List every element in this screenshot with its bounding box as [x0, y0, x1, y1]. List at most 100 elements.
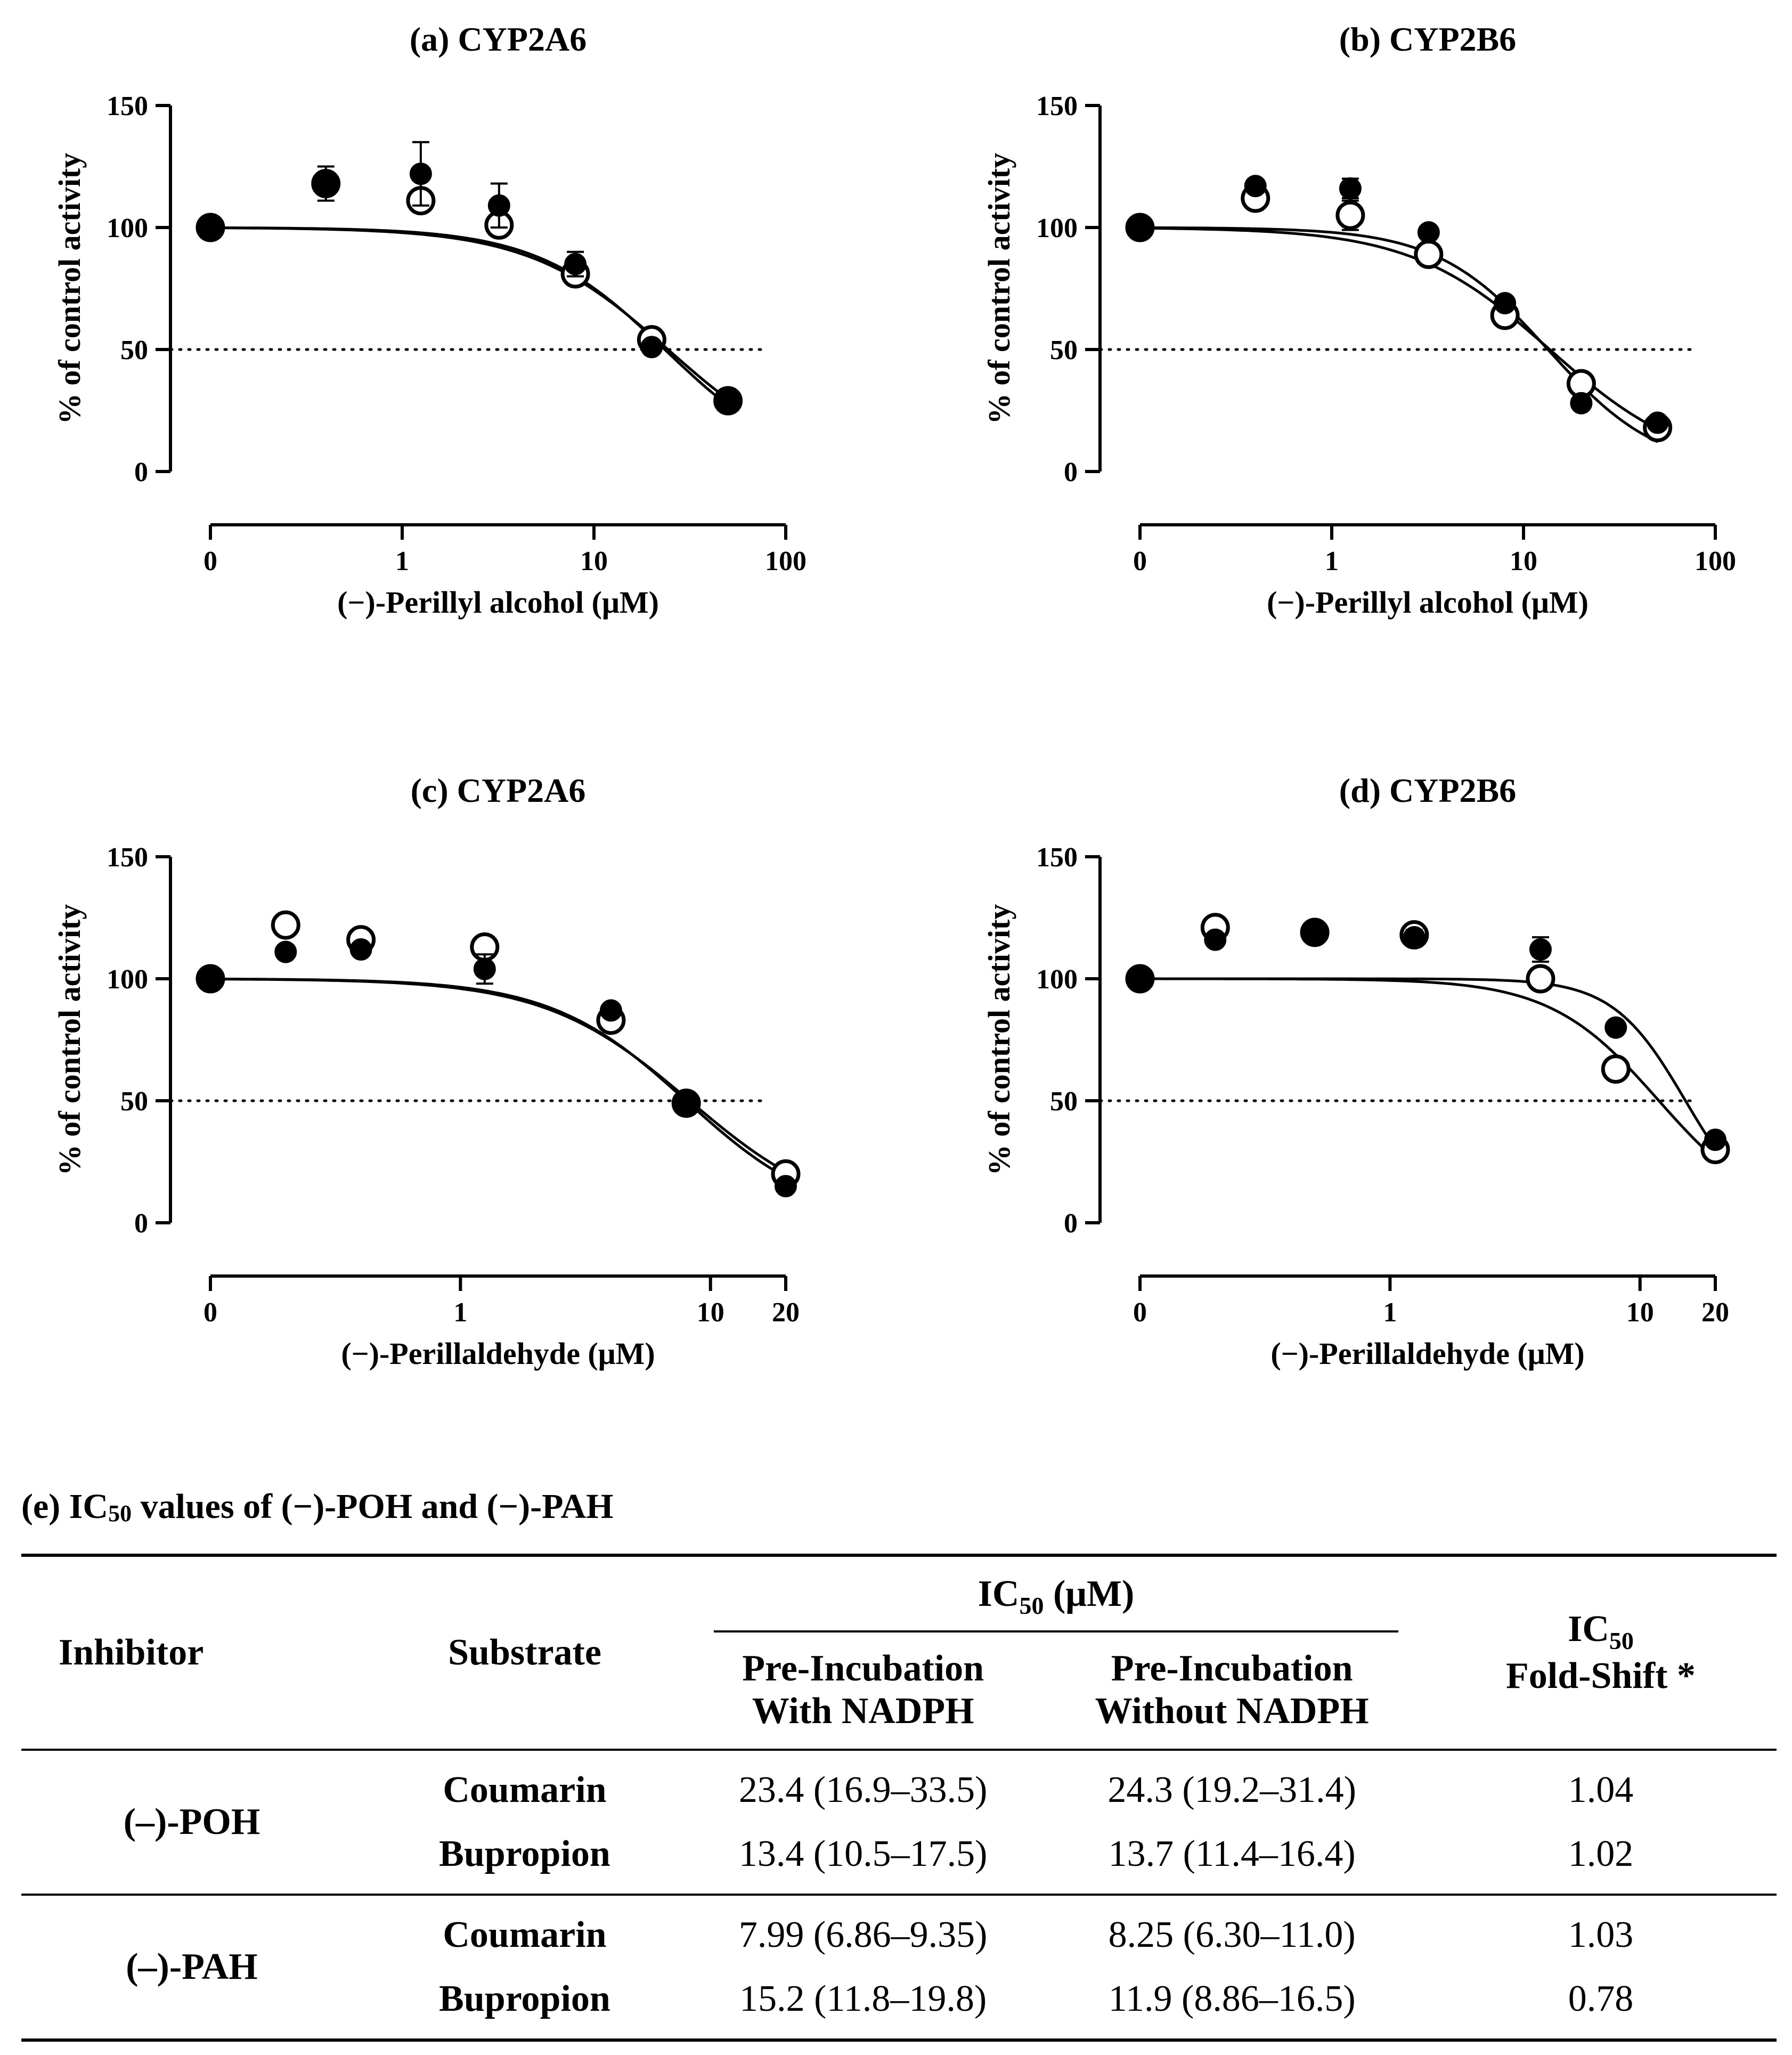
data-point-with-nadph: [1339, 177, 1362, 200]
x-tick-label: 1: [395, 546, 409, 576]
substrate-cell: Coumarin: [443, 1769, 607, 1810]
fold-shift-cell: 1.02: [1568, 1833, 1634, 1874]
x-tick-label: 0: [1133, 1297, 1147, 1328]
y-tick-label: 50: [1050, 1086, 1078, 1117]
table-row: Bupropion 15.2 (11.8–19.8) 11.9 (8.86–16…: [21, 1967, 1777, 2040]
x-tick-label: 20: [772, 1297, 800, 1328]
data-point-with-nadph: [1417, 221, 1440, 244]
x-tick-label: 1: [453, 1297, 467, 1328]
fit-curve-without-nadph: [210, 226, 729, 401]
y-tick-label: 0: [134, 1208, 148, 1239]
x-tick-label: 1: [1325, 546, 1339, 576]
ic50-without-cell: 11.9 (8.86–16.5): [1108, 1978, 1356, 2019]
ic50-without-cell: 24.3 (19.2–31.4): [1107, 1769, 1356, 1810]
data-point-without-nadph: [271, 910, 300, 940]
ic50-with-cell: 13.4 (10.5–17.5): [738, 1833, 988, 1874]
header-substrate: Substrate: [448, 1632, 601, 1673]
data-point-with-nadph: [1529, 938, 1552, 961]
y-tick-label: 50: [120, 1086, 148, 1117]
table-row: (–)-PAH Coumarin 7.99 (6.86–9.35) 8.25 (…: [21, 1895, 1777, 1987]
y-tick-label: 150: [107, 91, 148, 121]
x-tick-label: 0: [1133, 546, 1147, 576]
data-point-with-nadph: [1129, 216, 1151, 239]
x-tick-label: 10: [1510, 546, 1537, 576]
ic50-with-cell: 7.99 (6.86–9.35): [738, 1914, 988, 1955]
y-tick-label: 100: [107, 964, 148, 995]
y-tick-label: 50: [1050, 335, 1078, 365]
header-with-nadph: Pre-Incubation With NADPH: [742, 1648, 984, 1732]
data-point-with-nadph: [599, 999, 622, 1022]
data-point-with-nadph: [349, 938, 372, 961]
data-point-with-nadph: [675, 1092, 698, 1115]
data-point-with-nadph: [1244, 175, 1267, 198]
data-point-with-nadph: [274, 940, 297, 963]
data-point-with-nadph: [1646, 411, 1669, 434]
data-point-without-nadph: [1414, 239, 1444, 269]
data-point-with-nadph: [640, 336, 663, 359]
table-row: Bupropion 13.4 (10.5–17.5) 13.7 (11.4–16…: [21, 1822, 1777, 1895]
ic50-without-cell: 8.25 (6.30–11.0): [1108, 1914, 1356, 1955]
y-tick-label: 50: [120, 335, 148, 365]
header-inhibitor: Inhibitor: [59, 1632, 204, 1673]
y-tick-label: 150: [107, 842, 148, 873]
chart-title: (d) CYP2B6: [1339, 771, 1516, 809]
ic50-table-section: (e) IC50 values of (−)-POH and (−)-PAH I…: [21, 1487, 1779, 2042]
x-tick-label: 100: [765, 546, 807, 576]
fit-curve-without-nadph: [1139, 226, 1658, 431]
fit-curve-without-nadph: [210, 978, 787, 1173]
data-point-with-nadph: [1304, 921, 1326, 944]
inhibitor-cell: (–)-PAH: [126, 1946, 258, 1987]
x-tick-label: 20: [1701, 1297, 1729, 1328]
ic50-without-cell: 13.7 (11.4–16.4): [1108, 1833, 1356, 1874]
data-point-with-nadph: [473, 957, 496, 980]
x-axis-label: (−)-Perillaldehyde (μM): [1270, 1336, 1584, 1371]
substrate-cell: Bupropion: [439, 1978, 610, 2019]
table-title: (e) IC50 values of (−)-POH and (−)-PAH: [21, 1487, 614, 1526]
data-point-with-nadph: [775, 1175, 797, 1198]
y-tick-label: 150: [1036, 91, 1078, 121]
chart-title: (a) CYP2A6: [410, 20, 587, 58]
y-axis-label: % of control activity: [982, 153, 1016, 425]
data-point-with-nadph: [409, 163, 432, 185]
y-axis-label: % of control activity: [982, 904, 1016, 1176]
table-row: (–)-POH Coumarin 23.4 (16.9–33.5) 24.3 (…: [21, 1750, 1777, 1842]
fold-shift-cell: 1.03: [1568, 1914, 1634, 1955]
data-point-with-nadph: [1204, 928, 1227, 951]
y-tick-label: 0: [134, 457, 148, 488]
x-axis-label: (−)-Perillaldehyde (μM): [341, 1336, 655, 1371]
data-point-with-nadph: [487, 194, 510, 217]
y-tick-label: 100: [107, 213, 148, 243]
fit-curve-with-nadph: [210, 977, 787, 1179]
data-point-with-nadph: [1494, 291, 1517, 314]
x-tick-label: 10: [697, 1297, 724, 1328]
x-axis-label: (−)-Perillyl alcohol (μM): [337, 585, 659, 620]
ic50-table: Inhibitor Substrate IC50 (μM) IC50 Fold-…: [21, 1554, 1777, 2042]
data-point-with-nadph: [1604, 1016, 1627, 1039]
data-point-without-nadph: [1335, 200, 1365, 230]
y-tick-label: 100: [1036, 213, 1078, 243]
fold-shift-cell: 1.04: [1568, 1769, 1634, 1810]
header-ic50-group: IC50 (μM): [687, 1555, 1425, 1640]
y-axis-label: % of control activity: [52, 153, 87, 425]
data-point-with-nadph: [1403, 926, 1426, 949]
ic50-with-cell: 23.4 (16.9–33.5): [738, 1769, 988, 1810]
data-point-with-nadph: [564, 253, 587, 275]
x-tick-label: 100: [1695, 546, 1736, 576]
x-tick-label: 10: [580, 546, 608, 576]
x-axis-label: (−)-Perillyl alcohol (μM): [1267, 585, 1589, 620]
y-tick-label: 150: [1036, 842, 1078, 873]
data-point-with-nadph: [1129, 968, 1151, 990]
x-tick-label: 0: [203, 546, 217, 576]
x-tick-label: 1: [1383, 1297, 1397, 1328]
x-tick-label: 10: [1626, 1297, 1654, 1328]
inhibitor-cell: (–)-POH: [123, 1801, 260, 1842]
header-without-nadph: Pre-Incubation Without NADPH: [1095, 1648, 1369, 1732]
ic50-with-cell: 15.2 (11.8–19.8): [739, 1978, 987, 2019]
data-point-with-nadph: [199, 216, 222, 239]
substrate-cell: Bupropion: [439, 1833, 610, 1874]
